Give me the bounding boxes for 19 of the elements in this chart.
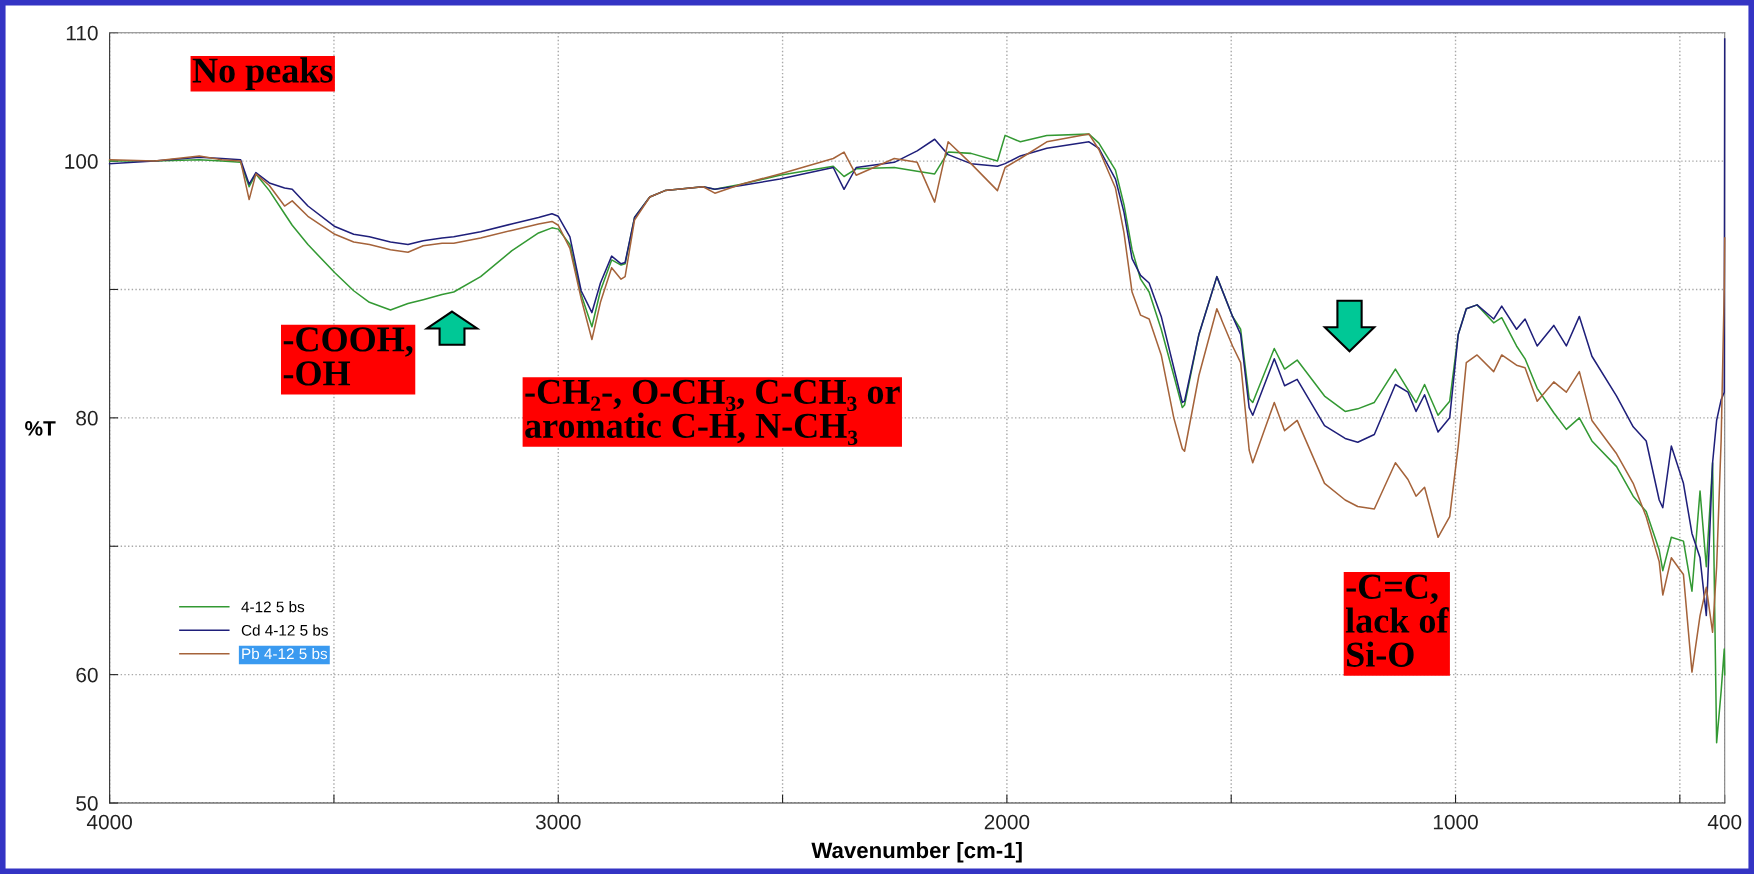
y-axis-title: %T <box>25 421 56 436</box>
y-tick-label: 50 <box>76 796 98 811</box>
annotation: -CH₂-, O-CH₃, C-CH₃ or aromatic C-H, N-CH₃ <box>525 379 900 446</box>
y-tick-label: 110 <box>66 25 98 41</box>
x-tick-label: 4000 <box>86 814 132 830</box>
x-axis-title: Wavenumber [cm-1] <box>811 841 1022 863</box>
x-tick-label: 400 <box>1707 814 1742 830</box>
annotation: No peaks <box>192 57 333 91</box>
y-tick-label: 80 <box>76 410 98 426</box>
annotation: -COOH, -OH <box>283 327 413 386</box>
x-tick-label: 3000 <box>535 814 581 830</box>
legend-label: 4-12 5 bs <box>241 601 305 613</box>
y-tick-label: 100 <box>65 154 98 169</box>
legend-label: Cd 4-12 5 bs <box>241 624 328 636</box>
x-tick-label: 1000 <box>1433 814 1478 830</box>
annotation: -C=C, lack of Si-O <box>1345 574 1449 667</box>
legend-label: Pb 4-12 5 bs <box>242 647 328 660</box>
x-tick-label: 2000 <box>984 814 1030 830</box>
y-tick-label: 60 <box>76 667 98 683</box>
